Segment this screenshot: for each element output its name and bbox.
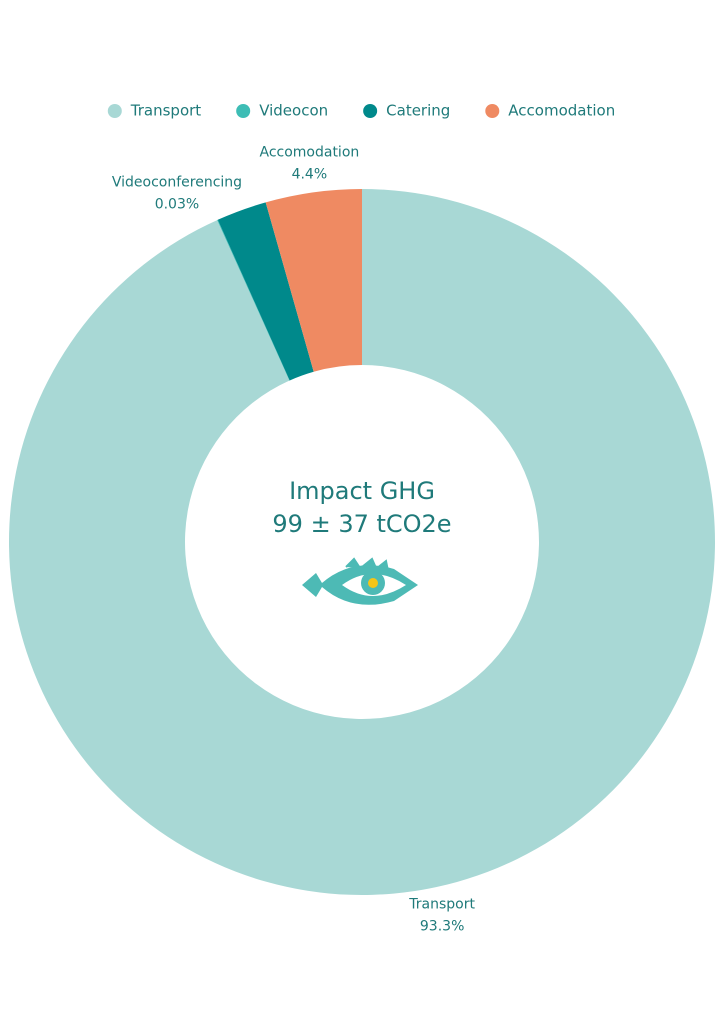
- slice: [265, 189, 362, 372]
- slice: [217, 202, 314, 381]
- slice-label: Videoconferencing: [112, 174, 242, 190]
- legend-item: Transport: [107, 102, 202, 120]
- slice-label: Transport: [408, 896, 475, 912]
- legend-text: Catering: [386, 102, 450, 120]
- legend-marker: [363, 104, 378, 118]
- slice: [217, 219, 290, 381]
- legend-marker: [236, 104, 251, 118]
- center-subtitle: 99 ± 37 tCO2e: [272, 510, 451, 538]
- legend-item: Catering: [363, 102, 450, 120]
- donut: Transport 93.3% Videoconferencing 0.03% Acco…: [8, 145, 715, 934]
- slice-label: Accomodation: [259, 145, 359, 161]
- legend-text: Transport: [130, 102, 202, 120]
- legend-item: Videocon: [236, 102, 328, 120]
- fish-eye-icon: [302, 557, 418, 605]
- legend: Transport Videocon Catering Accomodation: [107, 102, 615, 120]
- legend-item: Accomodation: [485, 102, 615, 120]
- legend-text: Accomodation: [508, 102, 615, 120]
- slice-value-label: 0.03%: [155, 196, 199, 212]
- legend-text: Videocon: [259, 102, 328, 120]
- legend-marker: [485, 104, 500, 118]
- slice-value-label: 4.4%: [292, 167, 328, 183]
- slice: [8, 189, 715, 896]
- legend-marker: [107, 104, 122, 118]
- center-title: Impact GHG: [289, 477, 435, 505]
- slice-value-label: 93.3%: [420, 918, 464, 934]
